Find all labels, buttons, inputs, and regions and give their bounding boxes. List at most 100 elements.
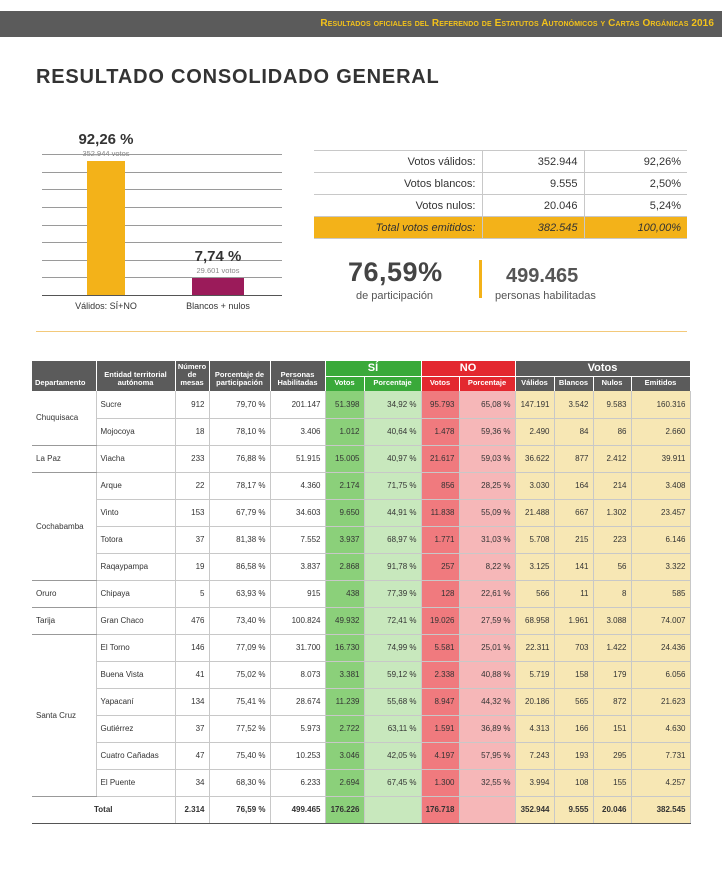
- no-votos-cell: 95.793: [421, 391, 460, 419]
- blancos-cell: 565: [554, 688, 594, 716]
- col-header-participacion: Porcentaje de participación: [209, 361, 271, 391]
- si-pct-cell: 74,99 %: [364, 634, 422, 662]
- results-table: Departamento Entidad territorial autónom…: [32, 361, 691, 824]
- entidad-cell: Yapacaní: [96, 688, 176, 716]
- table-row: Raqaypampa 19 86,58 % 3.837 2.868 91,78 % 257 8…: [32, 553, 691, 581]
- total-cell: 352.944: [515, 795, 555, 824]
- blancos-cell: 164: [554, 472, 594, 500]
- si-votos-cell: 49.932: [325, 607, 365, 635]
- emitidos-cell: 23.457: [631, 499, 691, 527]
- table-row: Buena Vista 41 75,02 % 8.073 3.381 59,12 % 2.3…: [32, 661, 691, 689]
- validos-cell: 147.191: [515, 391, 555, 419]
- col-header-blancos: Blancos: [554, 376, 594, 391]
- si-votos-cell: 2.174: [325, 472, 365, 500]
- participacion-cell: 76,88 %: [209, 445, 271, 473]
- nulos-cell: 179: [593, 661, 632, 689]
- nulos-cell: 2.412: [593, 445, 632, 473]
- entidad-cell: El Puente: [96, 769, 176, 797]
- mesas-cell: 134: [175, 688, 210, 716]
- participacion-cell: 81,38 %: [209, 526, 271, 554]
- total-cell: 20.046: [593, 795, 632, 824]
- summary-row: Total votos emitidos: 382.545 100,00%: [314, 216, 687, 239]
- no-pct-cell: 32,55 %: [459, 769, 516, 797]
- si-votos-cell: 2.694: [325, 769, 365, 797]
- blancos-cell: 3.542: [554, 391, 594, 419]
- blancos-cell: 166: [554, 715, 594, 743]
- entidad-cell: Viacha: [96, 445, 176, 473]
- no-pct-cell: 44,32 %: [459, 688, 516, 716]
- bar-sub-label: 29.601 votos: [196, 266, 240, 275]
- validos-cell: 3.125: [515, 553, 555, 581]
- no-pct-cell: 31,03 %: [459, 526, 516, 554]
- entidad-cell: Sucre: [96, 391, 176, 419]
- emitidos-cell: 21.623: [631, 688, 691, 716]
- si-pct-cell: 63,11 %: [364, 715, 422, 743]
- emitidos-cell: 2.660: [631, 418, 691, 446]
- table-row: Totora 37 81,38 % 7.552 3.937 68,97 % 1.771 31,…: [32, 526, 691, 554]
- emitidos-cell: 3.322: [631, 553, 691, 581]
- gridline: [42, 225, 282, 226]
- departamento-cell: Chuquisaca: [32, 391, 97, 446]
- validos-cell: 3.994: [515, 769, 555, 797]
- entidad-cell: Mojocoya: [96, 418, 176, 446]
- habilitadas-cell: 4.360: [270, 472, 326, 500]
- table-row: Oruro Chipaya 5 63,93 % 915 438 77,39 % 128 22,6…: [32, 580, 691, 608]
- mesas-cell: 19: [175, 553, 210, 581]
- total-cell: 2.314: [175, 795, 210, 824]
- si-votos-cell: 2.722: [325, 715, 365, 743]
- si-pct-cell: 77,39 %: [364, 580, 422, 608]
- mesas-cell: 153: [175, 499, 210, 527]
- no-votos-cell: 11.838: [421, 499, 460, 527]
- habilitadas-cell: 51.915: [270, 445, 326, 473]
- no-votos-cell: 21.617: [421, 445, 460, 473]
- summary-row: Votos nulos: 20.046 5,24%: [314, 194, 687, 217]
- participacion-cell: 63,93 %: [209, 580, 271, 608]
- total-cell: [364, 795, 422, 824]
- emitidos-cell: 3.408: [631, 472, 691, 500]
- validos-cell: 5.719: [515, 661, 555, 689]
- participation-value: 76,59%: [348, 257, 443, 287]
- blancos-cell: 141: [554, 553, 594, 581]
- validos-cell: 7.243: [515, 742, 555, 770]
- no-votos-cell: 8.947: [421, 688, 460, 716]
- bar-category-label: Blancos + nulos: [186, 301, 250, 311]
- blancos-cell: 703: [554, 634, 594, 662]
- entidad-cell: Arque: [96, 472, 176, 500]
- no-pct-cell: 65,08 %: [459, 391, 516, 419]
- no-votos-cell: 1.478: [421, 418, 460, 446]
- gridline: [42, 277, 282, 278]
- bar-1: [192, 278, 244, 295]
- nulos-cell: 872: [593, 688, 632, 716]
- departamento-cell: Tarija: [32, 607, 97, 635]
- si-votos-cell: 9.650: [325, 499, 365, 527]
- emitidos-cell: 24.436: [631, 634, 691, 662]
- participacion-cell: 77,52 %: [209, 715, 271, 743]
- no-votos-cell: 4.197: [421, 742, 460, 770]
- si-pct-cell: 40,97 %: [364, 445, 422, 473]
- habilitadas-cell: 28.674: [270, 688, 326, 716]
- no-votos-cell: 1.591: [421, 715, 460, 743]
- no-pct-cell: 59,36 %: [459, 418, 516, 446]
- entidad-cell: El Torno: [96, 634, 176, 662]
- si-pct-cell: 55,68 %: [364, 688, 422, 716]
- si-pct-cell: 67,45 %: [364, 769, 422, 797]
- summary-pct: 2,50%: [584, 172, 687, 195]
- si-pct-cell: 72,41 %: [364, 607, 422, 635]
- no-votos-cell: 1.300: [421, 769, 460, 797]
- no-pct-cell: 55,09 %: [459, 499, 516, 527]
- departamento-cell: Santa Cruz: [32, 634, 97, 797]
- participacion-cell: 86,58 %: [209, 553, 271, 581]
- entidad-cell: Chipaya: [96, 580, 176, 608]
- validos-cell: 566: [515, 580, 555, 608]
- results-table-body: Chuquisaca Sucre 912 79,70 % 201.147 51.398 34…: [32, 391, 691, 824]
- entidad-cell: Totora: [96, 526, 176, 554]
- no-pct-cell: 27,59 %: [459, 607, 516, 635]
- summary-label: Votos nulos:: [314, 194, 483, 217]
- si-pct-cell: 68,97 %: [364, 526, 422, 554]
- validos-cell: 20.186: [515, 688, 555, 716]
- table-row: Santa Cruz El Torno 146 77,09 % 31.700 16.730…: [32, 634, 691, 797]
- group-header-votos: Votos: [515, 361, 691, 377]
- emitidos-cell: 74.007: [631, 607, 691, 635]
- gridline: [42, 172, 282, 173]
- bar-value-label: 7,74 %: [194, 248, 242, 265]
